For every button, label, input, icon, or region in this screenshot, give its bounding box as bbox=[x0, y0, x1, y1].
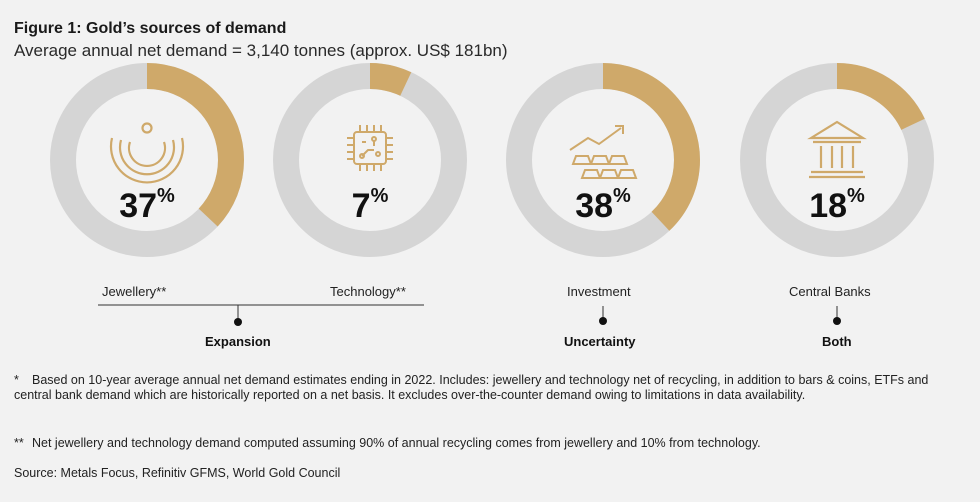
both-dot bbox=[833, 317, 841, 325]
chip-icon bbox=[347, 125, 393, 171]
value-label-central-banks: 18% bbox=[809, 185, 865, 225]
driver-label-both: Both bbox=[822, 334, 852, 349]
source-note: Source: Metals Focus, Refinitiv GFMS, Wo… bbox=[14, 466, 341, 480]
driver-label-uncertainty: Uncertainty bbox=[564, 334, 636, 349]
donut-slice-jewellery bbox=[50, 63, 244, 257]
footnote-double-star: ** Net jewellery and technology demand co… bbox=[14, 436, 761, 450]
donut-slice-technology bbox=[273, 63, 467, 257]
category-label-jewellery: Jewellery** bbox=[102, 284, 167, 299]
category-label-investment: Investment bbox=[567, 284, 631, 299]
bank-icon bbox=[807, 120, 867, 179]
donut-slice-investment bbox=[506, 63, 700, 257]
footnote-star: * Based on 10-year average annual net dem… bbox=[14, 373, 929, 402]
driver-label-expansion: Expansion bbox=[205, 334, 271, 349]
expansion-dot bbox=[234, 318, 242, 326]
necklace-icon bbox=[109, 122, 185, 184]
figure-title: Figure 1: Gold’s sources of demand bbox=[14, 20, 287, 37]
value-label-jewellery: 37% bbox=[119, 185, 175, 225]
uncertainty-dot bbox=[599, 317, 607, 325]
value-label-investment: 38% bbox=[575, 185, 631, 225]
donut-slice-central-banks bbox=[740, 63, 934, 257]
category-label-central-banks: Central Banks bbox=[789, 284, 871, 299]
investment-icon bbox=[569, 125, 638, 179]
category-label-technology: Technology** bbox=[330, 284, 406, 299]
figure-subtitle: Average annual net demand = 3,140 tonnes… bbox=[14, 41, 508, 60]
value-label-technology: 7% bbox=[351, 185, 389, 225]
